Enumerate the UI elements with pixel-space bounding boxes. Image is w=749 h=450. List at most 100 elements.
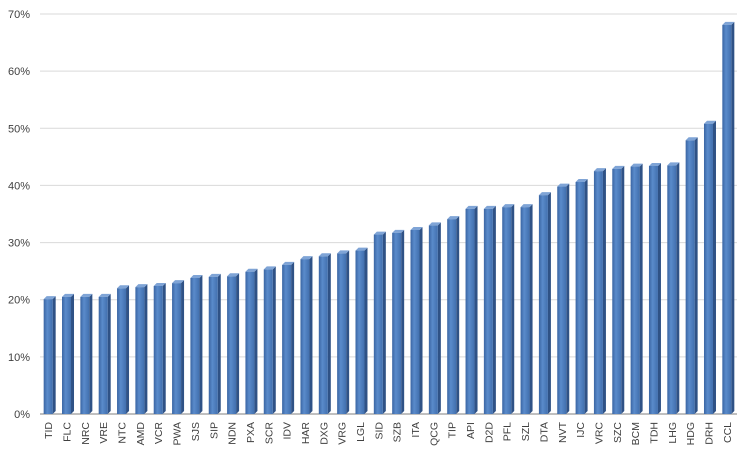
bar-top	[538, 192, 551, 196]
bar-top	[722, 21, 735, 25]
x-tick-label: HDG	[685, 422, 697, 445]
bar-top	[392, 229, 405, 233]
bar-idv	[282, 261, 295, 414]
x-tick-label: ITA	[410, 422, 422, 438]
bar-front	[465, 208, 475, 414]
bar-amd	[135, 284, 148, 414]
x-tick-label: IJC	[575, 422, 587, 438]
y-tick-label: 60%	[8, 66, 30, 78]
bar-top	[355, 247, 368, 251]
bar-pwa	[172, 280, 185, 414]
bar-drh	[703, 120, 716, 414]
bar-front	[667, 165, 677, 414]
bar-szc	[612, 165, 625, 414]
bar-top	[337, 250, 350, 254]
bar-side	[236, 273, 240, 414]
bar-front	[355, 250, 365, 414]
bar-top	[465, 205, 478, 209]
bar-side	[547, 192, 551, 414]
bar-side	[731, 21, 735, 414]
bar-top	[593, 168, 606, 172]
bar-sjs	[190, 275, 203, 414]
bar-top	[263, 266, 276, 270]
bar-top	[557, 183, 570, 187]
x-tick-label: NTC	[117, 422, 129, 444]
x-tick-label: VRE	[98, 422, 110, 444]
x-tick-label: SZB	[392, 422, 404, 442]
y-tick-label: 10%	[8, 352, 30, 364]
x-tick-label: SCR	[263, 422, 275, 445]
bar-side	[364, 247, 368, 414]
bar-top	[227, 273, 240, 277]
x-tick-label: DTA	[538, 422, 550, 442]
bar-side	[492, 205, 496, 414]
bar-front	[373, 234, 383, 414]
bar-top	[410, 227, 423, 230]
bar-side	[327, 253, 331, 414]
bar-front	[557, 186, 567, 414]
bar-front	[62, 296, 72, 414]
bar-scr	[263, 266, 276, 414]
x-tick-label: BCM	[630, 422, 642, 445]
bar-front	[135, 287, 145, 414]
bars	[43, 21, 735, 415]
bar-top	[612, 165, 625, 169]
bar-front	[245, 271, 255, 414]
x-tick-label: AMD	[135, 422, 147, 446]
bar-vcr	[153, 283, 166, 414]
bar-hdg	[685, 137, 698, 415]
bar-vre	[98, 293, 111, 414]
bar-front	[483, 208, 493, 414]
bar-top	[502, 204, 515, 208]
bar-top	[667, 162, 680, 166]
bar-side	[566, 183, 570, 414]
bar-d2d	[483, 205, 496, 414]
bar-nvt	[557, 183, 570, 414]
bar-side	[144, 284, 148, 414]
bar-top	[135, 284, 148, 288]
bar-front	[410, 230, 420, 414]
x-tick-label: TDH	[648, 422, 660, 444]
bar-side	[291, 261, 295, 414]
bar-side	[529, 204, 533, 414]
bar-front	[428, 225, 438, 414]
bar-side	[511, 204, 515, 414]
bar-front	[282, 264, 292, 414]
x-tick-label: SZC	[612, 422, 624, 443]
bar-front	[502, 207, 512, 414]
x-tick-label: VRC	[593, 422, 605, 445]
bar-top	[447, 216, 460, 220]
bar-side	[272, 266, 276, 414]
bar-qcg	[428, 222, 441, 414]
x-tick-label: LGL	[355, 422, 367, 442]
x-tick-label: TIP	[447, 422, 459, 438]
bar-tdh	[648, 163, 661, 414]
bar-side	[437, 222, 441, 414]
x-tick-label: PWA	[172, 422, 184, 446]
bar-side	[401, 229, 405, 414]
bar-vrg	[337, 250, 350, 414]
x-axis-line	[40, 413, 737, 415]
bar-side	[52, 296, 56, 414]
bar-top	[190, 275, 203, 278]
bar-front	[648, 166, 658, 414]
bar-top	[62, 293, 75, 297]
bar-front	[630, 166, 640, 414]
bar-side	[71, 293, 75, 414]
bar-side	[382, 231, 386, 414]
x-tick-label: SZL	[520, 422, 532, 441]
bar-api	[465, 205, 478, 414]
bar-top	[575, 179, 588, 182]
bar-pfl	[502, 204, 515, 414]
bar-side	[621, 165, 625, 414]
bar-side	[657, 163, 661, 414]
x-tick-label: D2D	[483, 422, 495, 443]
x-tick-label: SJS	[190, 422, 202, 441]
x-tick-label: QCG	[428, 422, 440, 446]
bar-side	[309, 256, 313, 414]
x-tick-label: CCL	[722, 422, 734, 443]
bar-front	[172, 283, 182, 414]
labels: 0% 10% 20% 30% 40% 50% 60% 70% TID FLC NRC VRE NTC AM…	[8, 9, 734, 446]
